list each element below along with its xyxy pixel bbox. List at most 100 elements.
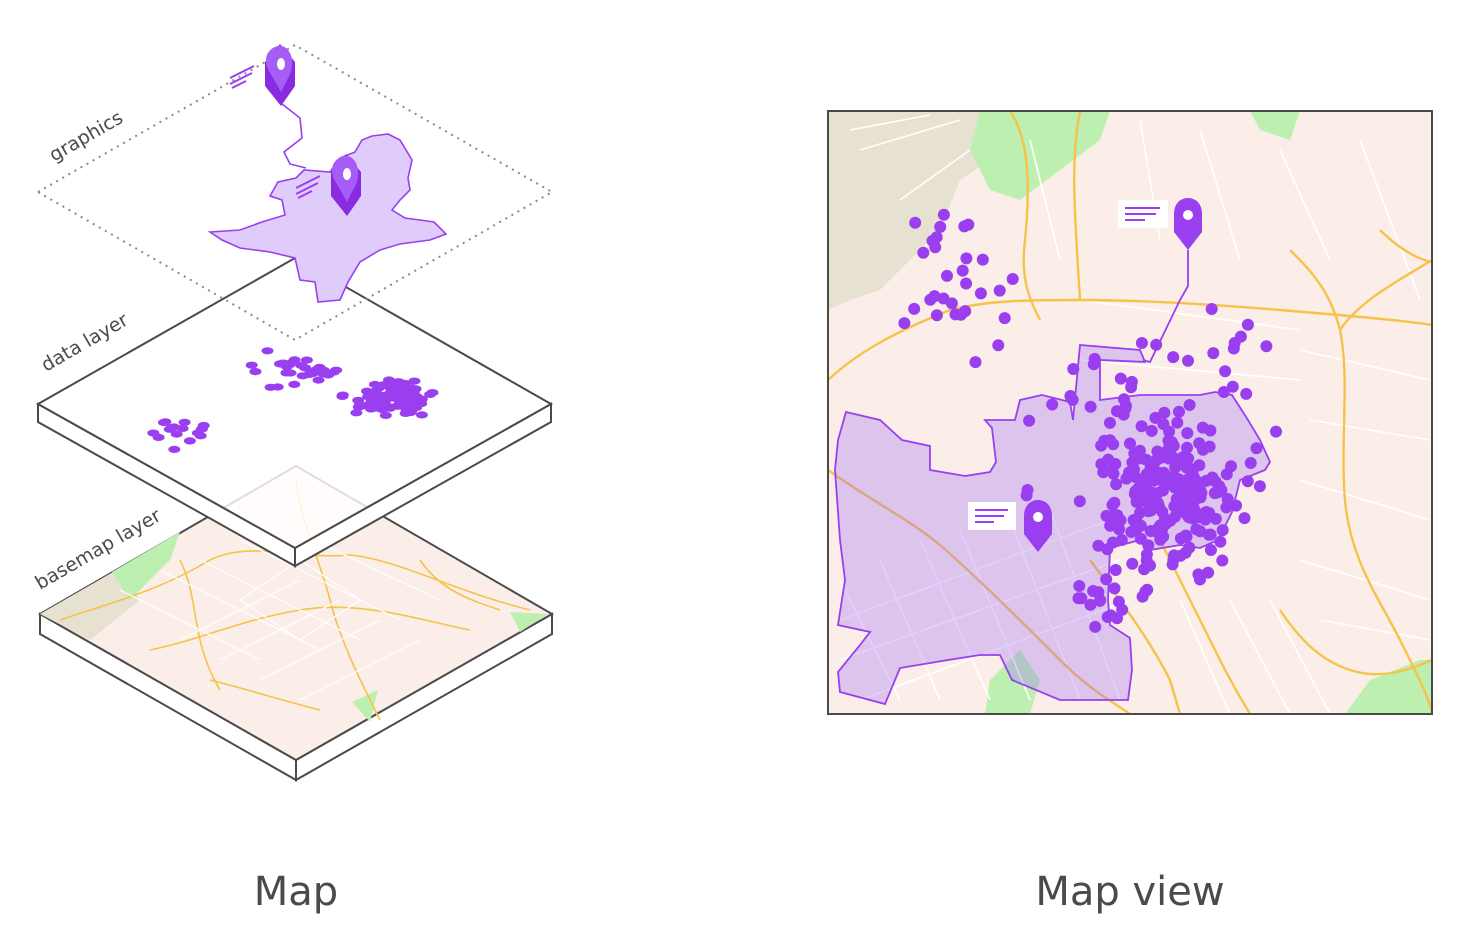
point-marker	[1200, 474, 1213, 487]
graphics-layer	[35, 43, 555, 342]
map-pin-icon	[265, 44, 295, 106]
point-marker	[1097, 466, 1110, 479]
point-marker	[1214, 535, 1227, 548]
point-marker	[960, 277, 973, 290]
point-marker	[1140, 548, 1153, 561]
point-marker	[1253, 480, 1266, 493]
point-marker	[956, 264, 969, 277]
point-marker	[191, 429, 204, 437]
point-marker	[1163, 425, 1176, 438]
point-marker	[909, 216, 922, 229]
park	[970, 111, 1110, 200]
graphics-connector-line	[281, 103, 307, 169]
point-marker	[1182, 354, 1194, 367]
point-marker	[1216, 554, 1229, 567]
point-marker	[350, 409, 363, 417]
major-roads	[828, 111, 1432, 714]
point-marker	[969, 356, 982, 369]
point-marker	[1108, 582, 1121, 595]
map-pin-icon	[331, 154, 361, 216]
point-marker	[1192, 568, 1205, 581]
point-marker	[1244, 457, 1257, 469]
point-marker	[400, 390, 413, 398]
point-marker	[410, 393, 423, 401]
point-marker	[170, 430, 183, 438]
point-marker	[1073, 580, 1086, 592]
point-marker	[1102, 453, 1115, 466]
point-marker	[312, 376, 325, 384]
basemap-park	[510, 612, 548, 632]
layered-map: graphics data layer basemap layer	[32, 43, 555, 782]
point-marker	[1087, 358, 1100, 371]
data-layer	[35, 256, 554, 568]
point-marker	[274, 360, 286, 368]
point-marker	[1221, 493, 1234, 505]
point-marker	[1183, 541, 1196, 554]
point-marker	[317, 366, 330, 374]
point-marker	[1204, 424, 1217, 437]
point-marker	[998, 312, 1011, 325]
map-view-frame	[827, 110, 1433, 715]
point-marker	[974, 287, 987, 300]
point-marker	[917, 246, 930, 259]
point-marker	[1125, 381, 1138, 394]
point-marker	[1110, 478, 1123, 491]
point-marker	[1100, 573, 1113, 586]
point-marker	[365, 398, 378, 406]
point-marker	[1193, 459, 1206, 472]
point-marker	[1092, 539, 1105, 552]
point-marker	[1101, 611, 1114, 623]
data-layer-points	[147, 347, 439, 453]
point-marker	[1106, 536, 1119, 549]
point-marker	[1225, 460, 1237, 473]
point-marker	[1190, 523, 1203, 536]
point-marker	[1215, 484, 1228, 497]
point-marker	[1260, 340, 1273, 353]
point-marker	[1183, 399, 1196, 411]
point-marker	[1095, 439, 1108, 452]
point-marker	[1106, 499, 1119, 511]
point-marker	[1174, 532, 1187, 545]
point-marker	[937, 208, 950, 221]
point-marker	[399, 379, 411, 388]
point-marker	[380, 396, 393, 404]
point-marker	[178, 418, 191, 426]
point-marker	[1111, 612, 1123, 625]
point-marker	[1023, 414, 1036, 427]
point-marker	[1157, 530, 1170, 543]
point-marker	[383, 404, 396, 412]
point-marker	[288, 380, 301, 388]
point-marker	[1150, 338, 1163, 351]
point-marker	[1104, 519, 1117, 532]
map-view	[827, 110, 1433, 715]
point-marker	[1124, 437, 1136, 450]
point-marker	[1132, 482, 1145, 495]
point-marker	[295, 361, 308, 369]
point-marker	[1104, 434, 1117, 447]
point-marker	[1144, 525, 1157, 537]
point-marker	[1204, 544, 1217, 556]
point-marker	[1128, 447, 1141, 460]
urban-area	[828, 111, 1010, 310]
point-marker	[1151, 487, 1164, 500]
point-marker	[898, 317, 911, 330]
point-marker	[1181, 427, 1194, 440]
point-marker	[1163, 477, 1176, 490]
point-marker	[992, 339, 1005, 352]
point-marker	[1175, 457, 1188, 470]
point-marker	[1141, 477, 1153, 490]
point-marker	[390, 384, 403, 392]
point-marker	[1250, 442, 1263, 455]
point-marker	[941, 269, 953, 282]
point-marker	[1135, 420, 1148, 433]
point-marker	[945, 297, 958, 310]
point-marker	[1205, 303, 1218, 315]
point-marker	[1075, 592, 1088, 605]
point-marker	[1142, 539, 1155, 552]
point-marker	[183, 437, 196, 445]
point-marker	[176, 424, 189, 432]
point-marker	[934, 220, 947, 233]
point-marker	[1118, 393, 1130, 406]
point-marker	[152, 433, 165, 441]
